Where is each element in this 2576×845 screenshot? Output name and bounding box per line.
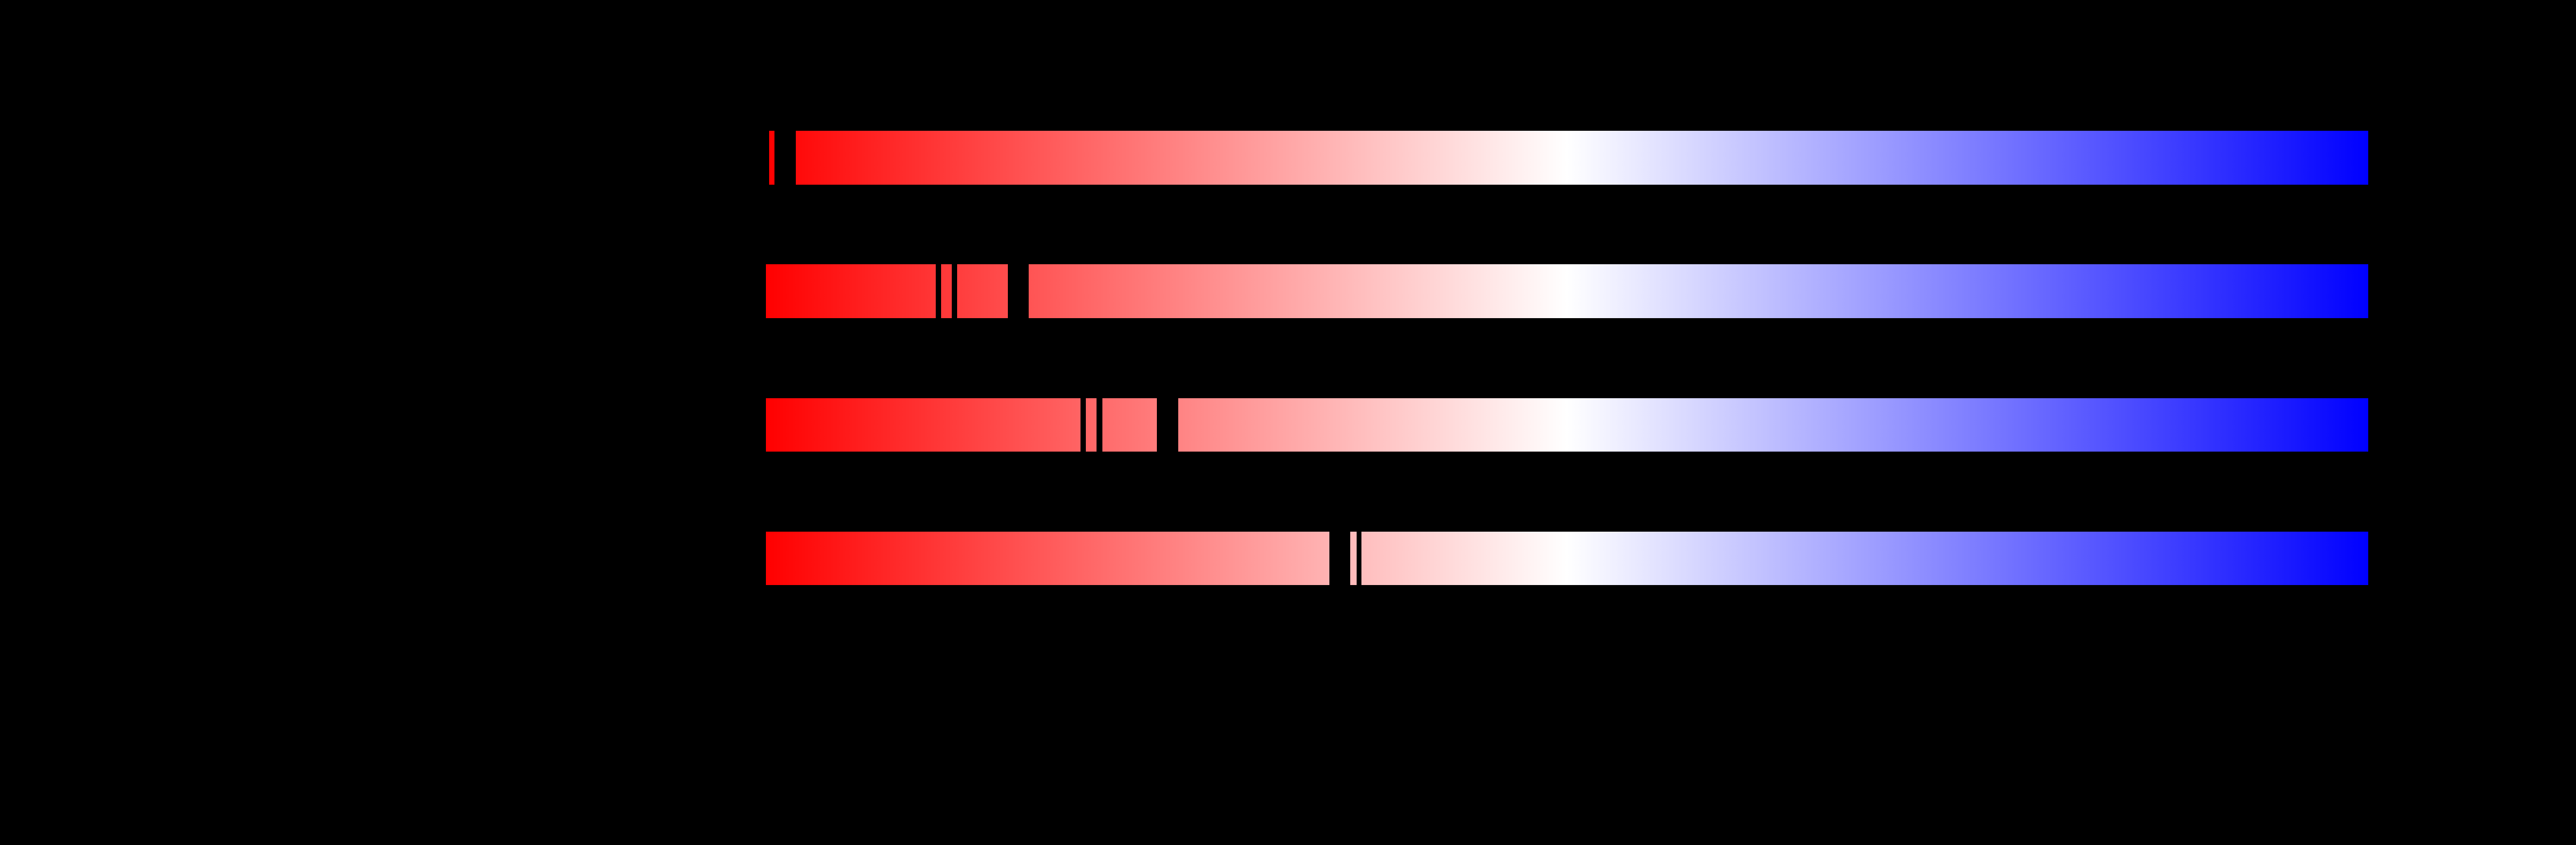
bar-segment xyxy=(1361,532,2368,585)
bar-segment xyxy=(796,131,2368,185)
gradient-bar-row-2 xyxy=(0,264,2576,318)
gradient-bar-row-4 xyxy=(0,532,2576,585)
bar-segment xyxy=(766,264,936,318)
bar-segment xyxy=(1178,398,2368,452)
gradient-bar-row-3 xyxy=(0,398,2576,452)
bar-segment xyxy=(1029,264,2368,318)
bar-segment xyxy=(1350,532,1357,585)
bar-segment xyxy=(1086,398,1097,452)
bar-segment xyxy=(766,398,1080,452)
bar-segment xyxy=(769,131,774,185)
bar-segment xyxy=(957,264,1008,318)
bar-segment xyxy=(766,532,1329,585)
bar-segment xyxy=(941,264,952,318)
bar-segment xyxy=(1102,398,1157,452)
gradient-bar-row-1 xyxy=(0,131,2576,185)
